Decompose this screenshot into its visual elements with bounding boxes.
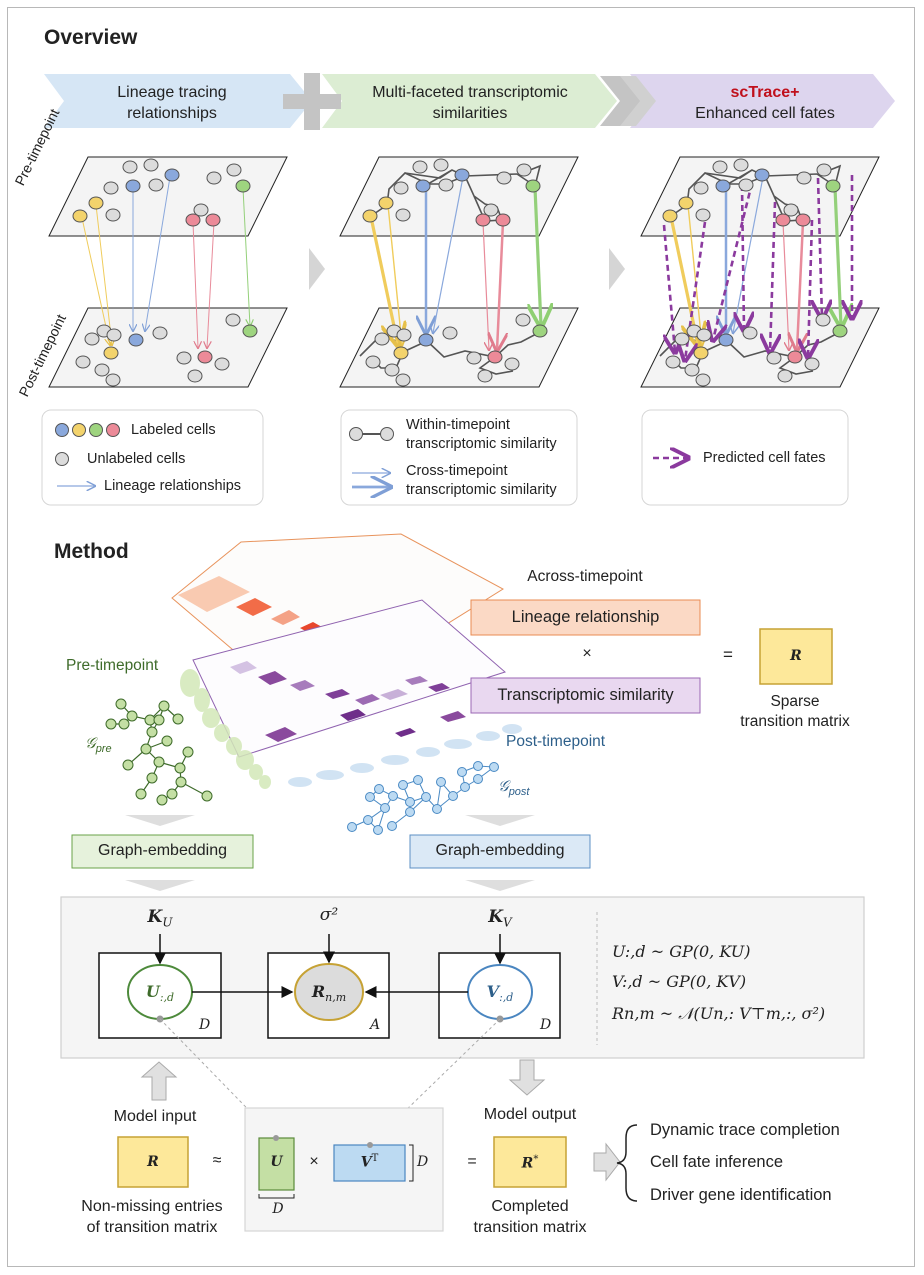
R-node-label: Rn,m	[311, 982, 347, 1005]
graph-embedding-right-label: Graph-embedding	[435, 842, 565, 859]
completed-label: Completed transition matrix	[473, 1198, 587, 1236]
input-R-matrix	[117, 1136, 189, 1188]
equals-symbol-2: =	[467, 1153, 477, 1170]
U-node-label: U:,d	[145, 982, 175, 1005]
method-pre-timepoint-label: Pre-timepoint	[66, 657, 159, 674]
V-node-label: V:,d	[486, 982, 514, 1005]
overview-panel-3	[640, 156, 880, 388]
banner-sctrace-bg	[630, 74, 895, 128]
graph-embedding-left-box	[71, 834, 254, 869]
transcriptomic-similarity-label: Transcriptomic similarity	[497, 686, 674, 704]
legend-cross-timepoint: Cross-timepoint transcriptomic similarit…	[406, 463, 557, 498]
banner-sctrace-sub: Enhanced cell fates	[695, 105, 835, 122]
output-item-1: Dynamic trace completion	[650, 1121, 840, 1139]
plate-D1-label: D	[199, 1017, 211, 1033]
legend-unlabeled-cells: Unlabeled cells	[87, 451, 186, 467]
times-symbol: ×	[582, 645, 592, 662]
legend-predicted-cell-fates: Predicted cell fates	[703, 450, 826, 466]
KU-label: KU	[147, 907, 173, 930]
graph-embedding-left-label: Graph-embedding	[98, 842, 227, 859]
sigma-label: σ²	[319, 905, 339, 925]
D-side-label: D	[417, 1154, 429, 1170]
graph-post	[347, 761, 499, 835]
output-item-3: Driver gene identification	[650, 1186, 832, 1204]
D-bottom-label: D	[272, 1201, 284, 1217]
down-arrow-icon	[465, 880, 535, 891]
U-matrix-label: U	[270, 1154, 283, 1170]
sparse-R-label: R	[790, 648, 802, 664]
R-star-label: R*	[521, 1154, 539, 1172]
banner-sctrace-name: scTrace+	[730, 84, 800, 101]
banner	[44, 73, 895, 130]
up-block-arrow	[140, 1061, 178, 1101]
output-item-2: Cell fate inference	[650, 1153, 783, 1171]
g-pre-label: 𝒢pre	[85, 735, 112, 755]
legend-labeled-cells: Labeled cells	[131, 422, 216, 438]
sparse-transition-label: Sparse transition matrix	[740, 693, 850, 730]
model-input-label: Model input	[113, 1108, 197, 1125]
model-output-label: Model output	[483, 1106, 577, 1123]
graph-pre	[105, 698, 213, 806]
across-timepoint-label: Across-timepoint	[527, 568, 643, 585]
method-post-timepoint-label: Post-timepoint	[506, 733, 606, 750]
node-R	[294, 963, 364, 1021]
plate-D2-label: D	[540, 1017, 552, 1033]
figure-frame	[7, 7, 915, 1267]
overview-panel-1	[48, 156, 288, 388]
banner-lineage-label: Lineage tracing relationships	[117, 84, 227, 122]
chevron-right-icon	[309, 248, 325, 290]
down-arrow-icon	[125, 880, 195, 891]
output-R-star-matrix	[493, 1136, 567, 1188]
input-R-label: R	[147, 1154, 159, 1170]
overview-panel-2	[339, 156, 579, 388]
equation-U: U:,d ~ GP(0, KU)	[612, 942, 751, 961]
banner-multi-label: Multi-faceted transcriptomic similaritie…	[372, 84, 568, 122]
non-missing-label: Non-missing entries of transition matrix	[81, 1198, 223, 1236]
pre-timepoint-strip	[180, 669, 271, 789]
VT-matrix	[333, 1144, 406, 1182]
post-timepoint-strip	[288, 724, 522, 787]
legend-icons	[55, 423, 689, 488]
lineage-relationship-label: Lineage relationship	[511, 608, 660, 626]
legend-lineage-relationships: Lineage relationships	[104, 478, 242, 494]
down-arrow-icon	[465, 815, 535, 826]
transcriptomic-similarity-box	[470, 677, 701, 714]
mult-symbol: ×	[309, 1153, 319, 1170]
VT-matrix-label: VT	[360, 1153, 379, 1171]
banner-lineage-bg	[44, 74, 312, 128]
legend-box-3	[641, 409, 849, 506]
overview-title: Overview	[44, 26, 138, 49]
equation-R: Rn,m ~ 𝒩(Un,: V⊤m,:, σ²)	[612, 1004, 826, 1023]
down-block-arrow	[508, 1059, 546, 1096]
g-post-label: 𝒢post	[498, 778, 530, 798]
down-arrow-icon	[125, 815, 195, 826]
legend-box-2	[340, 409, 578, 506]
legend-within-timepoint: Within-timepoint transcriptomic similari…	[406, 417, 557, 452]
plate-A-label: A	[370, 1017, 381, 1033]
equation-V: V:,d ~ GP(0, KV)	[612, 972, 747, 991]
KV-label: KV	[488, 907, 512, 930]
curly-brace	[616, 1124, 638, 1202]
equals-symbol: =	[723, 645, 733, 664]
graph-embedding-right-box	[409, 834, 591, 869]
right-block-arrow	[593, 1142, 621, 1182]
chevron-right-icon	[609, 248, 625, 290]
method-title: Method	[54, 540, 129, 563]
lineage-relationship-box	[470, 599, 701, 636]
sparse-matrix-R	[759, 628, 833, 685]
banner-multi-bg	[322, 74, 617, 128]
approx-symbol: ≈	[212, 1152, 222, 1169]
